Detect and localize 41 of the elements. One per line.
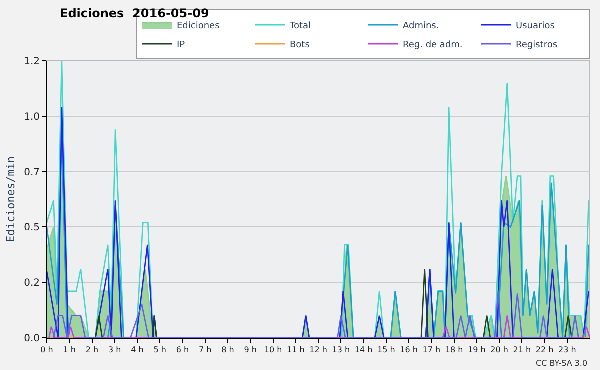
legend-label: Reg. de adm. <box>403 40 463 51</box>
legend-label: Usuarios <box>516 22 556 32</box>
x-tick-label: 6 h <box>176 346 190 355</box>
x-tick-label: 21 h <box>513 346 532 355</box>
text: CC BY-SA 3.0 <box>536 359 588 368</box>
legend-label: Admins. <box>403 22 440 32</box>
x-tick-label: 22 h <box>536 346 554 355</box>
x-tick-label: 23 h <box>558 346 576 355</box>
x-tick-label: 8 h <box>222 346 234 355</box>
y-tick-label: 1.2 <box>24 56 40 68</box>
y-tick-label: 0.7 <box>24 167 40 178</box>
y-tick-label: 0.5 <box>24 222 40 234</box>
legend-label: IP <box>177 40 186 51</box>
x-tick-label: 10 h <box>264 346 282 355</box>
x-tick-label: 18 h <box>445 346 464 355</box>
legend-label: Total <box>289 22 312 32</box>
x-tick-label: 15 h <box>377 346 396 355</box>
x-tick-label: 12 h <box>310 346 328 355</box>
chart-title: Ediciones 2016-05-09 <box>60 6 210 21</box>
legend-label: Ediciones <box>177 22 220 32</box>
x-tick-label: 0 h <box>40 346 54 355</box>
x-tick-label: 11 h <box>286 346 305 355</box>
x-tick-label: 9 h <box>244 346 257 355</box>
y-tick-label: 1.0 <box>24 112 40 123</box>
x-tick-label: 16 h <box>400 346 418 355</box>
x-tick-label: 17 h <box>422 346 441 355</box>
x-tick-label: 20 h <box>490 346 508 355</box>
y-tick-label: 0.0 <box>24 334 40 344</box>
x-tick-label: 19 h <box>468 346 486 355</box>
x-tick-label: 3 h <box>108 346 122 355</box>
x-tick-label: 2 h <box>86 346 99 355</box>
x-tick-label: 14 h <box>354 346 373 355</box>
y-tick-label: 0.2 <box>24 278 40 290</box>
x-tick-label: 13 h <box>332 346 350 355</box>
legend-label: Bots <box>290 40 310 51</box>
x-tick-label: 1 h <box>63 346 76 355</box>
x-tick-label: 7 h <box>199 346 212 355</box>
legend-label: Registros <box>516 40 558 51</box>
x-tick-label: 5 h <box>154 346 166 355</box>
y-axis-title: Ediciones/min <box>4 156 18 243</box>
x-tick-label: 4 h <box>131 346 144 355</box>
